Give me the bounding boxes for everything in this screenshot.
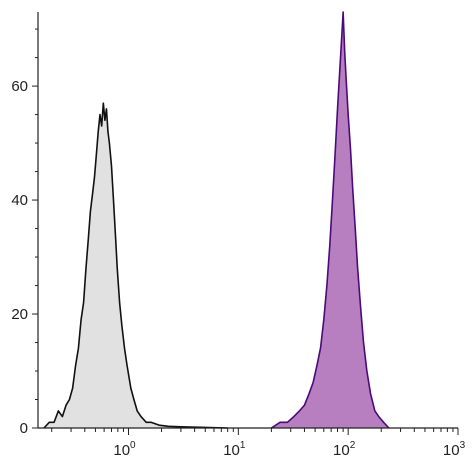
x-tick-label: 101 (223, 440, 246, 459)
series-layer (43, 11, 390, 429)
y-tick-label: 60 (11, 78, 28, 95)
x-tick-label: 100 (113, 440, 136, 459)
y-tick-label: 0 (20, 420, 28, 437)
series-1-area (43, 103, 228, 429)
series-2-line (270, 11, 390, 429)
series-1-line (43, 102, 228, 429)
x-tick-label: 102 (333, 440, 356, 459)
axes-layer: 0 20 40 60 100 101 102 103 (11, 12, 466, 459)
y-tick-label: 20 (11, 306, 28, 323)
x-tick-label: 103 (443, 440, 466, 459)
series-2-area (271, 12, 389, 428)
y-tick-label: 40 (11, 192, 28, 209)
